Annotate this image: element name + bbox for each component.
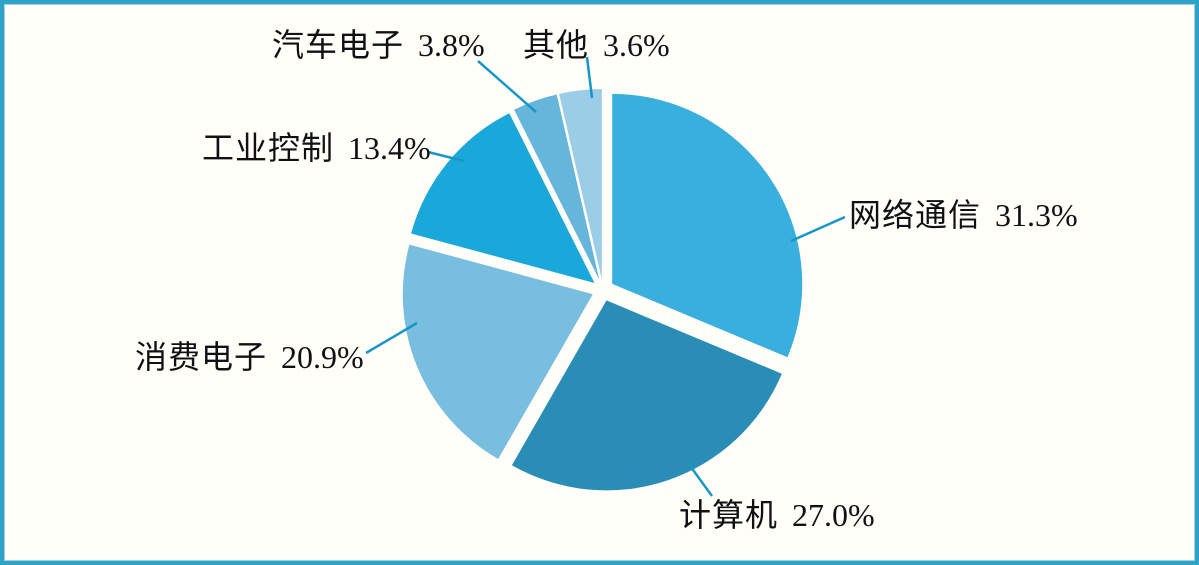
slice-name: 汽车电子	[272, 27, 405, 63]
slice-label-other: 其他 3.6%	[523, 27, 670, 63]
pie-slice-other	[559, 89, 602, 280]
leader-line-automotive-electronics	[477, 60, 537, 113]
slice-name: 网络通信	[849, 197, 982, 233]
pie-slice-computer	[511, 300, 782, 491]
slice-label-computer: 计算机 27.0%	[679, 497, 875, 533]
leader-line-computer	[686, 462, 714, 497]
slice-name: 计算机	[679, 497, 779, 533]
pie-slice-automotive-electronics	[514, 94, 600, 280]
pie-chart	[365, 56, 846, 497]
slice-name: 消费电子	[135, 339, 268, 375]
slice-label-automotive-electronics: 汽车电子 3.8%	[272, 27, 485, 63]
slice-label-consumer-electronics: 消费电子 20.9%	[135, 339, 364, 375]
slice-name: 工业控制	[202, 130, 335, 166]
slice-percent: 13.4%	[348, 130, 431, 166]
slice-percent: 3.8%	[418, 27, 485, 63]
pie-slice-industrial-control	[411, 113, 595, 283]
slice-label-network-communication: 网络通信 31.3%	[849, 197, 1078, 233]
leader-line-industrial-control	[427, 150, 465, 163]
slice-percent: 27.0%	[792, 497, 875, 533]
pie-slice-network-communication	[612, 93, 803, 358]
leader-line-consumer-electronics	[365, 321, 418, 355]
slice-label-industrial-control: 工业控制 13.4%	[202, 130, 431, 166]
slice-percent: 3.6%	[603, 27, 670, 63]
leader-line-network-communication	[790, 215, 846, 243]
pie-slice-consumer-electronics	[402, 244, 593, 459]
leader-line-other	[585, 56, 594, 99]
slice-percent: 31.3%	[995, 197, 1078, 233]
slice-percent: 20.9%	[281, 339, 364, 375]
slice-name: 其他	[523, 27, 590, 63]
